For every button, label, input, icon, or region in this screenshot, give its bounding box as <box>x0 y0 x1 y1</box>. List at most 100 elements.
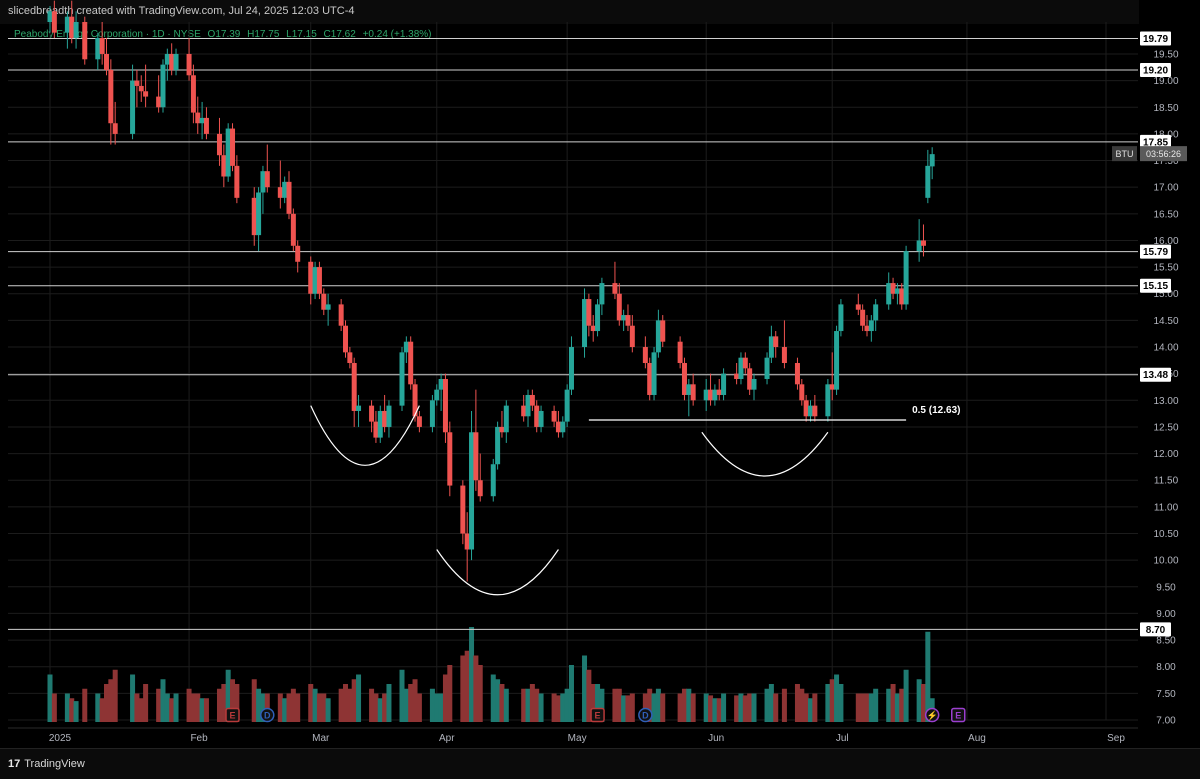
volume-bar <box>916 679 922 722</box>
price-tick-label: 10.50 <box>1153 529 1178 540</box>
marker-label: E <box>955 711 961 721</box>
candle-body <box>825 384 831 417</box>
candle-body <box>99 37 105 54</box>
volume-bar <box>599 688 605 722</box>
candle-body <box>321 293 327 310</box>
event-markers[interactable]: E D E D ⚡ E <box>225 707 966 723</box>
candle-body <box>343 325 349 353</box>
volume-bar <box>873 688 879 722</box>
earnings-marker[interactable]: E <box>590 707 605 723</box>
candle-body <box>138 85 144 92</box>
rounding-bottom-arc <box>701 431 829 477</box>
candle-body <box>686 384 692 395</box>
volume-bar <box>69 698 75 722</box>
volume-bar <box>629 693 635 722</box>
volume-bar <box>173 693 179 722</box>
volume-bar <box>343 684 349 722</box>
volume-bar <box>612 688 618 722</box>
candle-body <box>920 240 926 246</box>
volume-bar <box>386 684 392 722</box>
candle-body <box>534 405 540 427</box>
volume-bar <box>164 693 170 722</box>
candle-body <box>616 293 622 321</box>
candle-body <box>838 304 844 332</box>
candle-body <box>829 384 835 390</box>
price-tick-label: 8.50 <box>1156 636 1176 647</box>
legend-high: H17.75 <box>247 29 280 40</box>
volume-bar <box>807 698 813 722</box>
dividend-marker[interactable]: D <box>638 707 653 723</box>
fib-label: 0.5 (12.63) <box>912 405 960 416</box>
candle-body <box>551 410 557 422</box>
price-tick-label: 14.00 <box>1153 343 1178 354</box>
volume-bar <box>868 693 874 722</box>
candle-body <box>568 347 574 390</box>
candle-body <box>499 426 505 433</box>
volume-bar <box>138 698 144 722</box>
volume-bar <box>855 693 861 722</box>
volume-bar <box>721 693 727 722</box>
candle-body <box>95 37 101 60</box>
candle-body <box>82 22 88 60</box>
rounding-bottom-arc <box>436 549 559 596</box>
candle-body <box>503 405 509 433</box>
volume-bar <box>529 684 535 722</box>
volume-bar <box>338 688 344 722</box>
candle-body <box>473 432 479 481</box>
candle-body <box>403 341 409 353</box>
volume-bar <box>551 693 557 722</box>
volume-bar <box>225 669 231 722</box>
price-chart[interactable]: 0.5 (12.63) E D E D ⚡ E 7.00 7.50 8.00 8.50 9.00 9… <box>0 0 1200 748</box>
volume-bar <box>469 627 475 722</box>
volume-bar <box>464 650 470 722</box>
volume-bar <box>351 679 357 722</box>
volume-bar <box>112 669 118 722</box>
volume-bar <box>64 693 70 722</box>
volume-bar <box>647 688 653 722</box>
volume-bar <box>169 698 175 722</box>
candle-body <box>495 426 501 465</box>
candle-body <box>747 368 753 390</box>
tradingview-logo[interactable]: 17 TradingView <box>8 758 85 770</box>
price-tick-label: 19.50 <box>1153 49 1178 60</box>
volume-bar <box>890 684 896 722</box>
candle-body <box>564 389 570 422</box>
volume-bar <box>860 693 866 722</box>
candle-body <box>677 341 683 364</box>
candle-body <box>742 357 748 369</box>
event-marker[interactable]: ⚡ <box>924 707 940 723</box>
price-tick-label: 17.00 <box>1153 183 1178 194</box>
candle-body <box>69 16 75 38</box>
time-axis[interactable]: 2025 Feb Mar Apr May Jun Jul Aug Sep <box>8 727 1138 744</box>
symbol-tag <box>1112 146 1137 162</box>
symbol-legend[interactable]: Peabody Energy Corporation · 1D · NYSE O… <box>14 29 436 40</box>
candle-body <box>234 165 240 198</box>
volume-bar <box>216 688 222 722</box>
candle-body <box>190 75 196 113</box>
volume-bar <box>186 688 192 722</box>
legend-open: O17.39 <box>207 29 241 40</box>
earnings-marker[interactable]: E <box>225 707 240 723</box>
footer-bar: 17 TradingView <box>0 748 1200 779</box>
candle-body <box>651 352 657 395</box>
candle-body <box>799 384 805 401</box>
volume-bar <box>495 679 501 722</box>
dividend-marker[interactable]: D <box>260 707 275 723</box>
candle-body <box>73 22 79 38</box>
marker-label: D <box>264 711 271 721</box>
candle-body <box>264 171 270 188</box>
earnings-upcoming-marker[interactable]: E <box>950 707 966 723</box>
candle-body <box>929 154 935 167</box>
candle-body <box>312 267 318 294</box>
time-tick-label: Jul <box>836 733 849 744</box>
candle-body <box>469 432 475 550</box>
candle-body <box>477 480 483 497</box>
volume-bar <box>373 693 379 722</box>
candle-body <box>894 288 900 294</box>
volume-bar <box>460 655 466 722</box>
price-axis[interactable]: 7.00 7.50 8.00 8.50 9.00 9.50 10.00 10.50 11.00 1… <box>1112 0 1200 748</box>
volume-bar <box>764 688 770 722</box>
volume-bar <box>369 688 375 722</box>
candle-body <box>347 352 353 364</box>
candle-body <box>377 410 383 438</box>
